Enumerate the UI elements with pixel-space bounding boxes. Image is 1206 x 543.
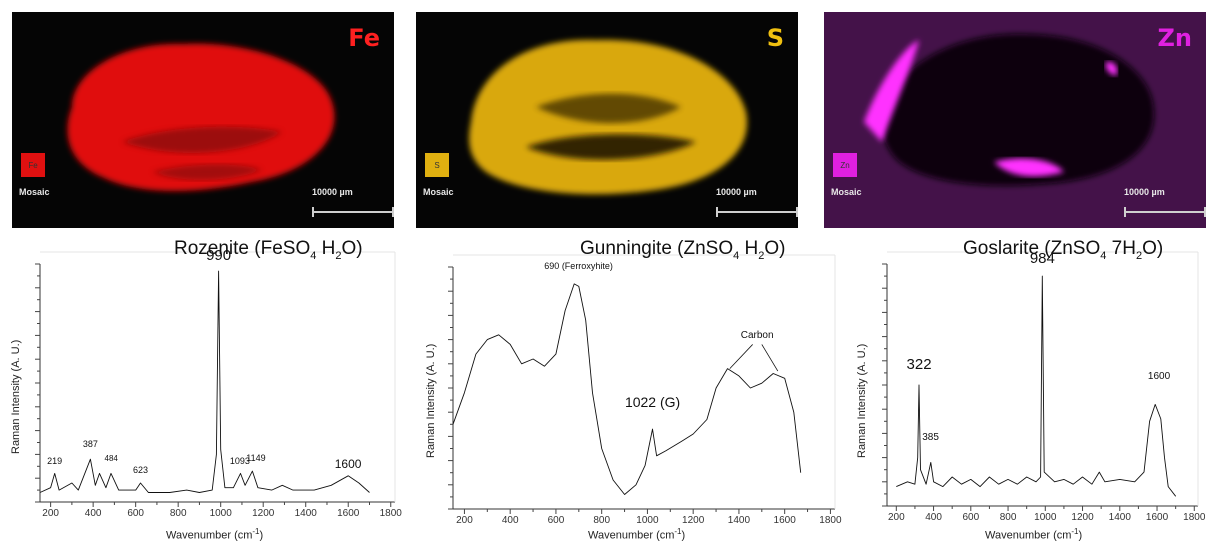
spectrum-line <box>39 270 370 493</box>
goslarite-plot <box>882 251 1199 511</box>
x-tick-label: 1400 <box>727 515 751 526</box>
peak-label: Carbon <box>740 330 774 342</box>
x-tick-label: 1800 <box>1183 512 1206 523</box>
element-label-fe: Fe <box>348 24 380 52</box>
x-tick-label: 1000 <box>209 508 232 519</box>
x-tick-label: 200 <box>456 515 473 526</box>
x-tick-label: 1400 <box>294 508 317 519</box>
x-axis-label: Wavenumber (cm-1) <box>166 527 264 542</box>
x-tick-label: 400 <box>501 515 519 526</box>
x-tick-label: 1400 <box>1108 512 1131 523</box>
x-tick-label: 1600 <box>1145 512 1169 523</box>
x-tick-label: 1200 <box>682 515 705 526</box>
x-tick-label: 1200 <box>252 508 275 519</box>
peak-label: 387 <box>82 439 98 450</box>
y-axis-label: Raman Intensity (A. U.) <box>856 343 868 458</box>
scale-bar-label: 10000 µm <box>312 187 353 197</box>
peak-label: 984 <box>1029 249 1055 267</box>
chart-title: Goslarite (ZnSO4 7H2O) <box>963 238 1164 262</box>
peak-label: 1022 (G) <box>624 394 681 411</box>
mosaic-label: Mosaic <box>831 187 862 197</box>
peak-label: 690 (Ferroxyhite) <box>544 261 613 272</box>
gunningite-plot <box>448 254 836 514</box>
peak-label: 1149 <box>246 453 266 464</box>
mosaic-label: Mosaic <box>423 187 454 197</box>
x-tick-label: 600 <box>547 515 565 526</box>
x-tick-label: 600 <box>962 512 980 523</box>
x-tick-label: 1600 <box>773 515 796 526</box>
element-badge-zn: Zn <box>833 153 857 177</box>
chart-title: Rozenite (FeSO4 H2O) <box>174 238 363 262</box>
element-badge-fe: Fe <box>21 153 45 177</box>
x-tick-label: 200 <box>887 512 905 523</box>
peak-label: 219 <box>47 455 63 466</box>
x-tick-label: 1600 <box>337 508 360 519</box>
s-map-image <box>469 39 748 195</box>
gunningite-chart: Gunningite (ZnSO4 H2O) Raman Intensity (… <box>420 232 842 543</box>
peak-label: 1093 <box>229 455 250 466</box>
fe-map: Fe Fe Mosaic 10000 µm <box>12 12 394 228</box>
zn-map: Zn Zn Mosaic 10000 µm <box>824 12 1206 228</box>
x-tick-label: 1800 <box>379 508 402 519</box>
element-badge-s: S <box>425 153 449 177</box>
peak-label: 990 <box>206 247 232 265</box>
x-axis-label: Wavenumber (cm-1) <box>588 527 686 542</box>
scale-bar <box>312 207 394 217</box>
peak-label: 322 <box>906 356 932 374</box>
scale-bar <box>1124 207 1206 217</box>
x-tick-label: 1200 <box>1071 512 1094 523</box>
x-tick-label: 600 <box>127 508 144 519</box>
mosaic-label: Mosaic <box>19 187 50 197</box>
x-tick-label: 1000 <box>1034 512 1057 523</box>
zn-map-image <box>824 12 1206 228</box>
peak-label: 1600 <box>334 457 362 472</box>
x-tick-label: 400 <box>925 512 942 523</box>
y-axis-label: Raman Intensity (A. U.) <box>425 343 437 458</box>
y-axis-label: Raman Intensity (A. U.) <box>10 339 22 454</box>
x-tick-label: 400 <box>84 508 102 519</box>
fe-map-image <box>67 43 335 192</box>
peak-label: 623 <box>133 465 149 476</box>
x-tick-label: 800 <box>169 508 187 519</box>
carbon-pointer <box>729 344 753 369</box>
scale-bar-label: 10000 µm <box>716 187 757 197</box>
rozenite-chart: Rozenite (FeSO4 H2O) Raman Intensity (A.… <box>0 232 405 543</box>
spectrum-line <box>452 283 802 495</box>
x-tick-label: 800 <box>999 512 1017 523</box>
element-label-zn: Zn <box>1157 24 1193 52</box>
x-tick-label: 1000 <box>636 515 659 526</box>
chart-title: Gunningite (ZnSO4 H2O) <box>580 238 786 262</box>
carbon-pointer <box>761 344 779 372</box>
rozenite-plot <box>35 251 396 507</box>
peak-label: 385 <box>922 431 939 443</box>
scale-bar <box>716 207 798 217</box>
element-label-s: S <box>766 24 784 52</box>
x-tick-label: 200 <box>42 508 59 519</box>
x-axis-label: Wavenumber (cm-1) <box>985 527 1083 542</box>
x-tick-label: 800 <box>593 515 611 526</box>
s-map: S S Mosaic 10000 µm <box>416 12 798 228</box>
peak-label: 1600 <box>1147 371 1171 382</box>
peak-label: 484 <box>104 454 118 464</box>
goslarite-chart: Goslarite (ZnSO4 7H2O) Raman Intensity (… <box>853 232 1206 543</box>
spectrum-line <box>896 275 1177 497</box>
x-tick-label: 1800 <box>819 515 842 526</box>
scale-bar-label: 10000 µm <box>1124 187 1165 197</box>
